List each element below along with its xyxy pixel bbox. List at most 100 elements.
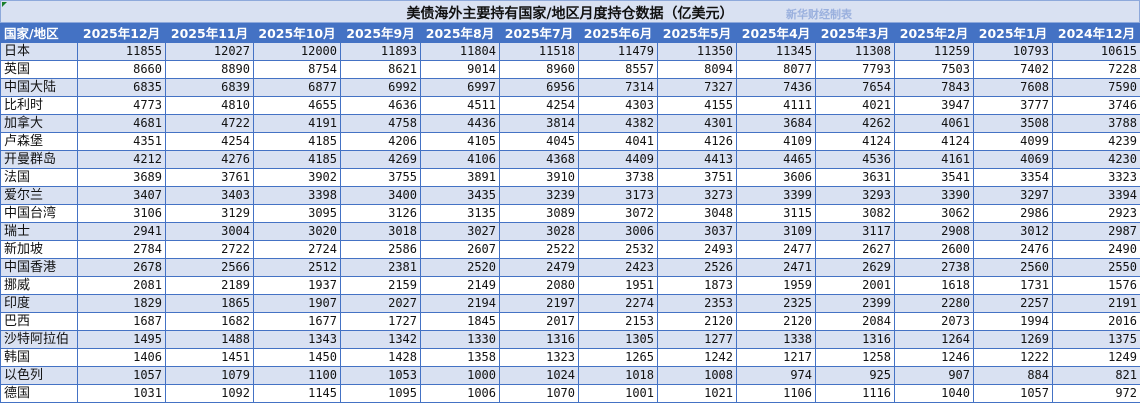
value-cell[interactable]: 1937 (253, 276, 341, 295)
value-cell[interactable]: 2526 (657, 258, 737, 277)
value-cell[interactable]: 4254 (165, 132, 254, 151)
value-cell[interactable]: 4773 (77, 96, 166, 115)
value-cell[interactable]: 4109 (736, 132, 816, 151)
value-cell[interactable]: 1731 (973, 276, 1053, 295)
region-cell[interactable]: 德国 (0, 384, 78, 403)
value-cell[interactable]: 4069 (973, 150, 1053, 169)
value-cell[interactable]: 3390 (894, 186, 974, 205)
value-cell[interactable]: 1865 (165, 294, 254, 313)
value-cell[interactable]: 7608 (973, 78, 1053, 97)
value-cell[interactable]: 2784 (77, 240, 166, 259)
region-cell[interactable]: 以色列 (0, 366, 78, 385)
value-cell[interactable]: 2423 (578, 258, 658, 277)
region-cell[interactable]: 韩国 (0, 348, 78, 367)
value-cell[interactable]: 1488 (165, 330, 254, 349)
value-cell[interactable]: 2353 (657, 294, 737, 313)
value-cell[interactable]: 4436 (420, 114, 500, 133)
value-cell[interactable]: 3689 (77, 168, 166, 187)
value-cell[interactable]: 6877 (253, 78, 341, 97)
value-cell[interactable]: 1070 (499, 384, 579, 403)
value-cell[interactable]: 2532 (578, 240, 658, 259)
value-cell[interactable]: 3777 (973, 96, 1053, 115)
value-cell[interactable]: 3018 (340, 222, 421, 241)
column-header-month[interactable]: 2025年4月 (736, 23, 816, 43)
value-cell[interactable]: 4212 (77, 150, 166, 169)
value-cell[interactable]: 7654 (815, 78, 895, 97)
value-cell[interactable]: 3323 (1052, 168, 1140, 187)
value-cell[interactable]: 3399 (736, 186, 816, 205)
value-cell[interactable]: 2738 (894, 258, 974, 277)
value-cell[interactable]: 2471 (736, 258, 816, 277)
value-cell[interactable]: 3027 (420, 222, 500, 241)
value-cell[interactable]: 2120 (736, 312, 816, 331)
value-cell[interactable]: 1451 (165, 348, 254, 367)
value-cell[interactable]: 3239 (499, 186, 579, 205)
value-cell[interactable]: 884 (973, 366, 1053, 385)
value-cell[interactable]: 3508 (973, 114, 1053, 133)
value-cell[interactable]: 1269 (973, 330, 1053, 349)
value-cell[interactable]: 2257 (973, 294, 1053, 313)
value-cell[interactable]: 7436 (736, 78, 816, 97)
value-cell[interactable]: 1576 (1052, 276, 1140, 295)
value-cell[interactable]: 3020 (253, 222, 341, 241)
value-cell[interactable]: 2081 (77, 276, 166, 295)
value-cell[interactable]: 2280 (894, 294, 974, 313)
value-cell[interactable]: 2607 (420, 240, 500, 259)
value-cell[interactable]: 2149 (420, 276, 500, 295)
value-cell[interactable]: 925 (815, 366, 895, 385)
value-cell[interactable]: 2629 (815, 258, 895, 277)
value-cell[interactable]: 3746 (1052, 96, 1140, 115)
value-cell[interactable]: 4124 (894, 132, 974, 151)
value-cell[interactable]: 11893 (340, 42, 421, 61)
region-cell[interactable]: 中国台湾 (0, 204, 78, 223)
value-cell[interactable]: 4511 (420, 96, 500, 115)
value-cell[interactable]: 3006 (578, 222, 658, 241)
value-cell[interactable]: 2027 (340, 294, 421, 313)
value-cell[interactable]: 4409 (578, 150, 658, 169)
value-cell[interactable]: 4655 (253, 96, 341, 115)
value-cell[interactable]: 4124 (815, 132, 895, 151)
value-cell[interactable]: 1265 (578, 348, 658, 367)
value-cell[interactable]: 1330 (420, 330, 500, 349)
value-cell[interactable]: 7793 (815, 60, 895, 79)
region-cell[interactable]: 加拿大 (0, 114, 78, 133)
value-cell[interactable]: 3761 (165, 168, 254, 187)
value-cell[interactable]: 1092 (165, 384, 254, 403)
value-cell[interactable]: 4254 (499, 96, 579, 115)
value-cell[interactable]: 8621 (340, 60, 421, 79)
value-cell[interactable]: 1687 (77, 312, 166, 331)
value-cell[interactable]: 1031 (77, 384, 166, 403)
value-cell[interactable]: 7327 (657, 78, 737, 97)
value-cell[interactable]: 12000 (253, 42, 341, 61)
value-cell[interactable]: 2986 (973, 204, 1053, 223)
value-cell[interactable]: 974 (736, 366, 816, 385)
value-cell[interactable]: 11479 (578, 42, 658, 61)
value-cell[interactable]: 2080 (499, 276, 579, 295)
value-cell[interactable]: 2987 (1052, 222, 1140, 241)
region-cell[interactable]: 开曼群岛 (0, 150, 78, 169)
value-cell[interactable]: 2325 (736, 294, 816, 313)
value-cell[interactable]: 1406 (77, 348, 166, 367)
value-cell[interactable]: 1249 (1052, 348, 1140, 367)
value-cell[interactable]: 3738 (578, 168, 658, 187)
region-cell[interactable]: 中国香港 (0, 258, 78, 277)
value-cell[interactable]: 1951 (578, 276, 658, 295)
column-header-month[interactable]: 2025年11月 (165, 23, 254, 43)
value-cell[interactable]: 1222 (973, 348, 1053, 367)
value-cell[interactable]: 1246 (894, 348, 974, 367)
value-cell[interactable]: 4045 (499, 132, 579, 151)
value-cell[interactable]: 8754 (253, 60, 341, 79)
value-cell[interactable]: 3129 (165, 204, 254, 223)
value-cell[interactable]: 1450 (253, 348, 341, 367)
value-cell[interactable]: 4465 (736, 150, 816, 169)
value-cell[interactable]: 8890 (165, 60, 254, 79)
value-cell[interactable]: 4191 (253, 114, 341, 133)
value-cell[interactable]: 3012 (973, 222, 1053, 241)
value-cell[interactable]: 4413 (657, 150, 737, 169)
value-cell[interactable]: 8660 (77, 60, 166, 79)
value-cell[interactable]: 3028 (499, 222, 579, 241)
value-cell[interactable]: 3135 (420, 204, 500, 223)
value-cell[interactable]: 4126 (657, 132, 737, 151)
value-cell[interactable]: 2189 (165, 276, 254, 295)
value-cell[interactable]: 1316 (815, 330, 895, 349)
